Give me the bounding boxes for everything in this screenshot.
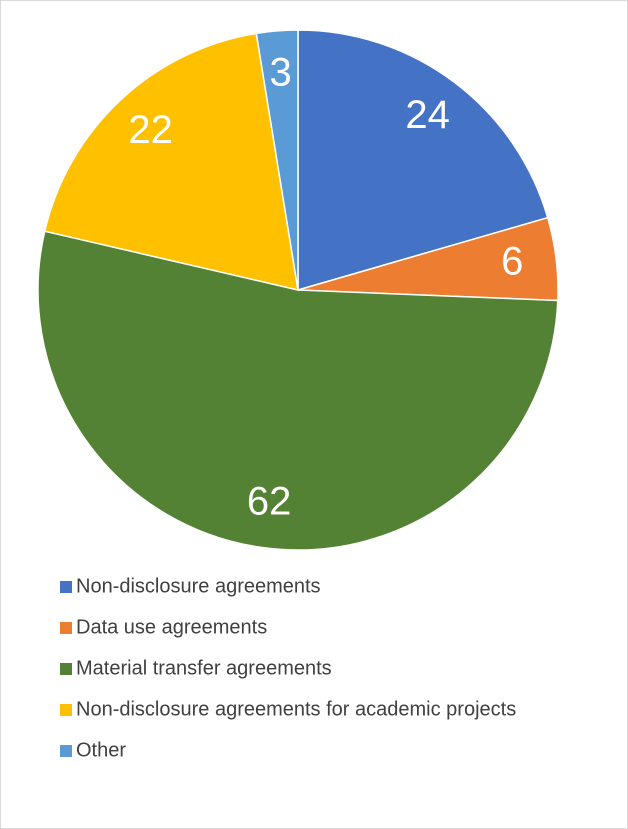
data-label: 3 — [270, 50, 292, 94]
pie-slice — [43, 32, 299, 291]
data-label: 62 — [247, 479, 292, 523]
data-label: 6 — [501, 240, 523, 284]
pie-slice — [255, 29, 299, 291]
pie-slice — [37, 230, 559, 551]
legend-swatch — [60, 704, 72, 716]
legend-label: Non-disclosure agreements — [76, 575, 321, 597]
pie-slice — [297, 29, 549, 291]
legend-swatch — [60, 745, 72, 757]
legend-swatch — [60, 663, 72, 675]
data-label: 22 — [128, 108, 173, 152]
legend-label: Other — [76, 739, 126, 761]
legend-label: Material transfer agreements — [76, 657, 332, 679]
legend-swatch — [60, 581, 72, 593]
legend-label: Data use agreements — [76, 616, 267, 638]
legend-swatch — [60, 622, 72, 634]
data-label: 24 — [405, 93, 450, 137]
legend-label: Non-disclosure agreements for academic p… — [76, 698, 516, 720]
